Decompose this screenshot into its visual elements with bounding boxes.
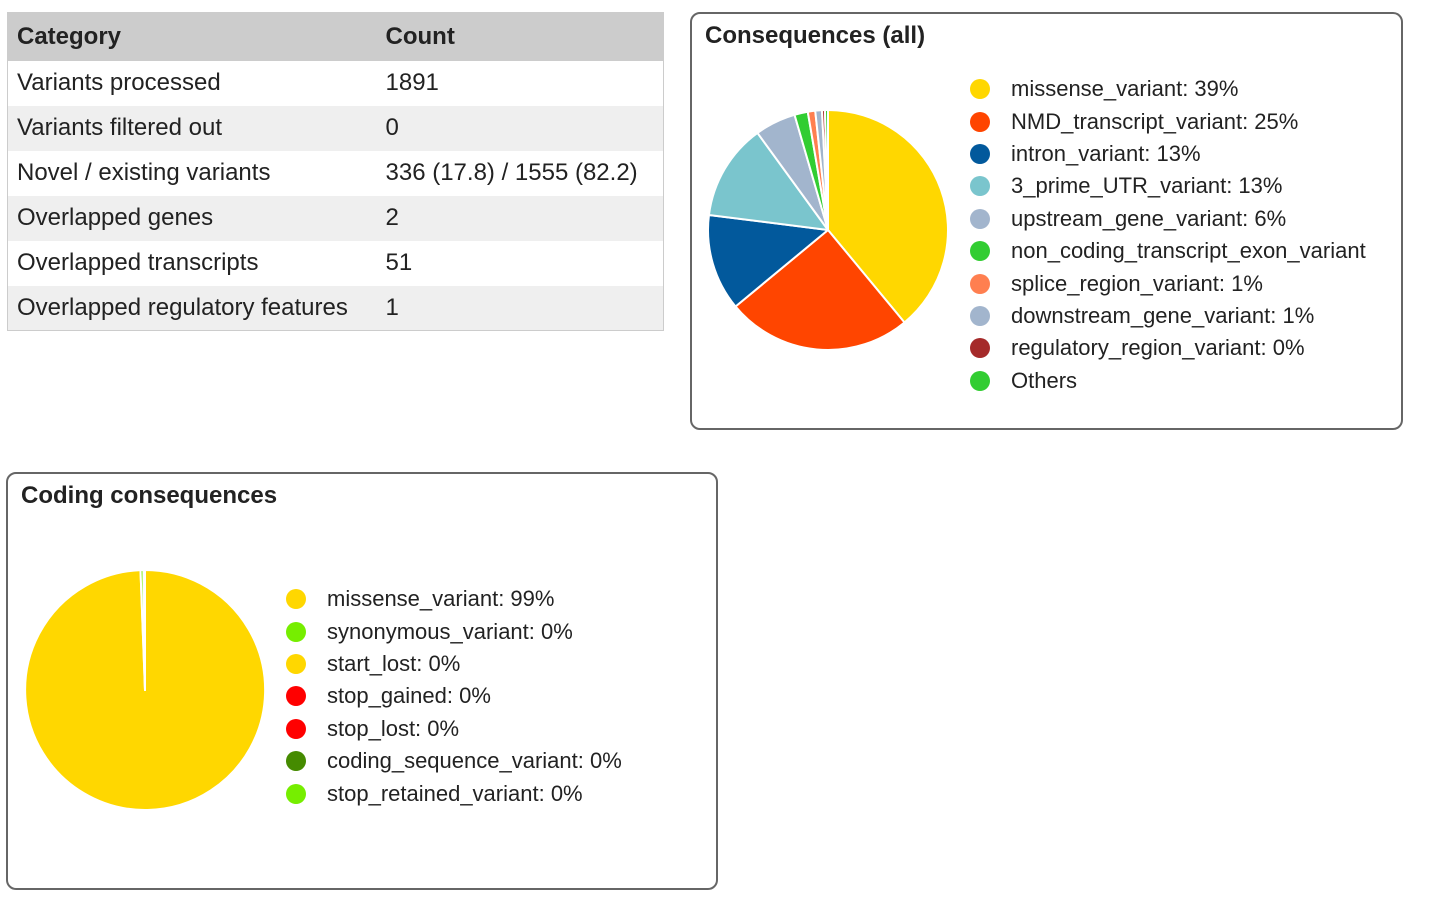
legend-item-nmd-transcript-variant: NMD_transcript_variant: 25%: [970, 105, 1366, 137]
legend-swatch-icon: [286, 653, 306, 674]
legend-swatch-icon: [970, 79, 990, 100]
table-row: Overlapped genes 2: [7, 195, 664, 241]
row-count: 2: [376, 195, 664, 241]
legend-label: Others: [1011, 367, 1078, 393]
pie-slice-missense-variant: [827, 109, 949, 324]
row-count: 1891: [376, 60, 664, 106]
row-category: Overlapped genes: [7, 195, 377, 241]
row-count: 0: [376, 105, 664, 151]
row-category: Variants processed: [7, 60, 377, 106]
legend-item-upstream-gene-variant: upstream_gene_variant: 6%: [970, 203, 1366, 235]
legend-label: missense_variant: 39%: [1011, 76, 1239, 102]
consequences-all-panel: Consequences (all) missense_variant: 39%…: [690, 12, 1403, 430]
summary-header-row: Category Count: [7, 12, 664, 61]
legend-swatch-icon: [286, 686, 306, 707]
header-count: Count: [376, 12, 664, 61]
legend-swatch-icon: [286, 783, 306, 804]
header-category: Category: [7, 12, 377, 61]
legend-swatch-icon: [970, 176, 990, 197]
coding-consequences-panel: Coding consequences missense_variant: 99…: [6, 472, 718, 890]
pie-slice-others: [823, 109, 829, 231]
legend-swatch-icon: [970, 370, 990, 391]
legend-swatch-icon: [286, 718, 306, 739]
legend-swatch-icon: [970, 111, 990, 132]
legend-item-missense-variant: missense_variant: 39%: [970, 73, 1366, 105]
legend-item-synonymous-variant: synonymous_variant: 0%: [286, 615, 622, 647]
row-count: 1: [376, 285, 664, 331]
legend-swatch-icon: [970, 273, 990, 294]
consequences-all-pie: [707, 109, 949, 351]
legend-item-coding-sequence-variant: coding_sequence_variant: 0%: [286, 745, 622, 777]
row-category: Variants filtered out: [7, 105, 377, 151]
legend-item-start-lost: start_lost: 0%: [286, 648, 622, 680]
row-count: 336 (17.8) / 1555 (82.2): [376, 150, 664, 196]
legend-item-3-prime-utr-variant: 3_prime_UTR_variant: 13%: [970, 170, 1366, 202]
legend-item-missense-variant: missense_variant: 99%: [286, 583, 622, 615]
legend-swatch-icon: [286, 751, 306, 772]
table-row: Variants filtered out 0: [7, 105, 664, 151]
legend-swatch-icon: [286, 621, 306, 642]
legend-label: synonymous_variant: 0%: [327, 618, 573, 644]
coding-consequences-title: Coding consequences: [21, 482, 278, 509]
coding-consequences-legend: missense_variant: 99% synonymous_variant:…: [286, 583, 622, 810]
legend-label: splice_region_variant: 1%: [1011, 270, 1263, 296]
legend-label: start_lost: 0%: [327, 650, 461, 676]
coding-consequences-pie: [24, 568, 267, 811]
table-row: Variants processed 1891: [7, 60, 664, 106]
legend-label: stop_retained_variant: 0%: [327, 780, 583, 806]
legend-item-stop-gained: stop_gained: 0%: [286, 680, 622, 712]
legend-item-stop-retained-variant: stop_retained_variant: 0%: [286, 777, 622, 809]
table-row: Overlapped transcripts 51: [7, 240, 664, 286]
legend-label: 3_prime_UTR_variant: 13%: [1011, 173, 1283, 199]
pie-slice-3-prime-utr-variant: [707, 131, 829, 231]
legend-swatch-icon: [970, 208, 990, 229]
legend-label: upstream_gene_variant: 6%: [1011, 205, 1287, 231]
legend-label: coding_sequence_variant: 0%: [327, 748, 622, 774]
legend-item-others: Others: [970, 365, 1366, 397]
legend-swatch-icon: [970, 241, 990, 262]
legend-label: stop_gained: 0%: [327, 683, 491, 709]
table-row: Overlapped regulatory features 1: [7, 285, 664, 331]
row-category: Overlapped regulatory features: [7, 285, 377, 331]
legend-label: NMD_transcript_variant: 25%: [1011, 108, 1299, 134]
summary-table: Category Count Variants processed 1891 V…: [7, 12, 664, 331]
legend-item-regulatory-region-variant: regulatory_region_variant: 0%: [970, 332, 1366, 364]
legend-label: downstream_gene_variant: 1%: [1011, 302, 1315, 328]
row-category: Overlapped transcripts: [7, 240, 377, 286]
legend-label: non_coding_transcript_exon_variant: [1011, 238, 1366, 264]
legend-swatch-icon: [286, 589, 306, 610]
legend-swatch-icon: [970, 305, 990, 326]
row-count: 51: [376, 240, 664, 286]
consequences-all-legend: missense_variant: 39% NMD_transcript_vari…: [970, 73, 1366, 397]
row-category: Novel / existing variants: [7, 150, 377, 196]
legend-item-non-coding-transcript-exon-variant: non_coding_transcript_exon_variant: [970, 235, 1366, 267]
legend-item-stop-lost: stop_lost: 0%: [286, 713, 622, 745]
pie-slice-intron-variant: [707, 213, 829, 308]
legend-item-intron-variant: intron_variant: 13%: [970, 138, 1366, 170]
legend-swatch-icon: [970, 143, 990, 164]
pie-slice-nmd-transcript-variant: [734, 229, 906, 351]
legend-label: stop_lost: 0%: [327, 715, 460, 741]
legend-swatch-icon: [970, 338, 990, 359]
legend-label: intron_variant: 13%: [1011, 140, 1201, 166]
consequences-all-title: Consequences (all): [705, 22, 926, 49]
legend-label: missense_variant: 99%: [327, 586, 555, 612]
table-row: Novel / existing variants 336 (17.8) / 1…: [7, 150, 664, 196]
legend-item-downstream-gene-variant: downstream_gene_variant: 1%: [970, 300, 1366, 332]
legend-item-splice-region-variant: splice_region_variant: 1%: [970, 267, 1366, 299]
legend-label: regulatory_region_variant: 0%: [1011, 335, 1305, 361]
